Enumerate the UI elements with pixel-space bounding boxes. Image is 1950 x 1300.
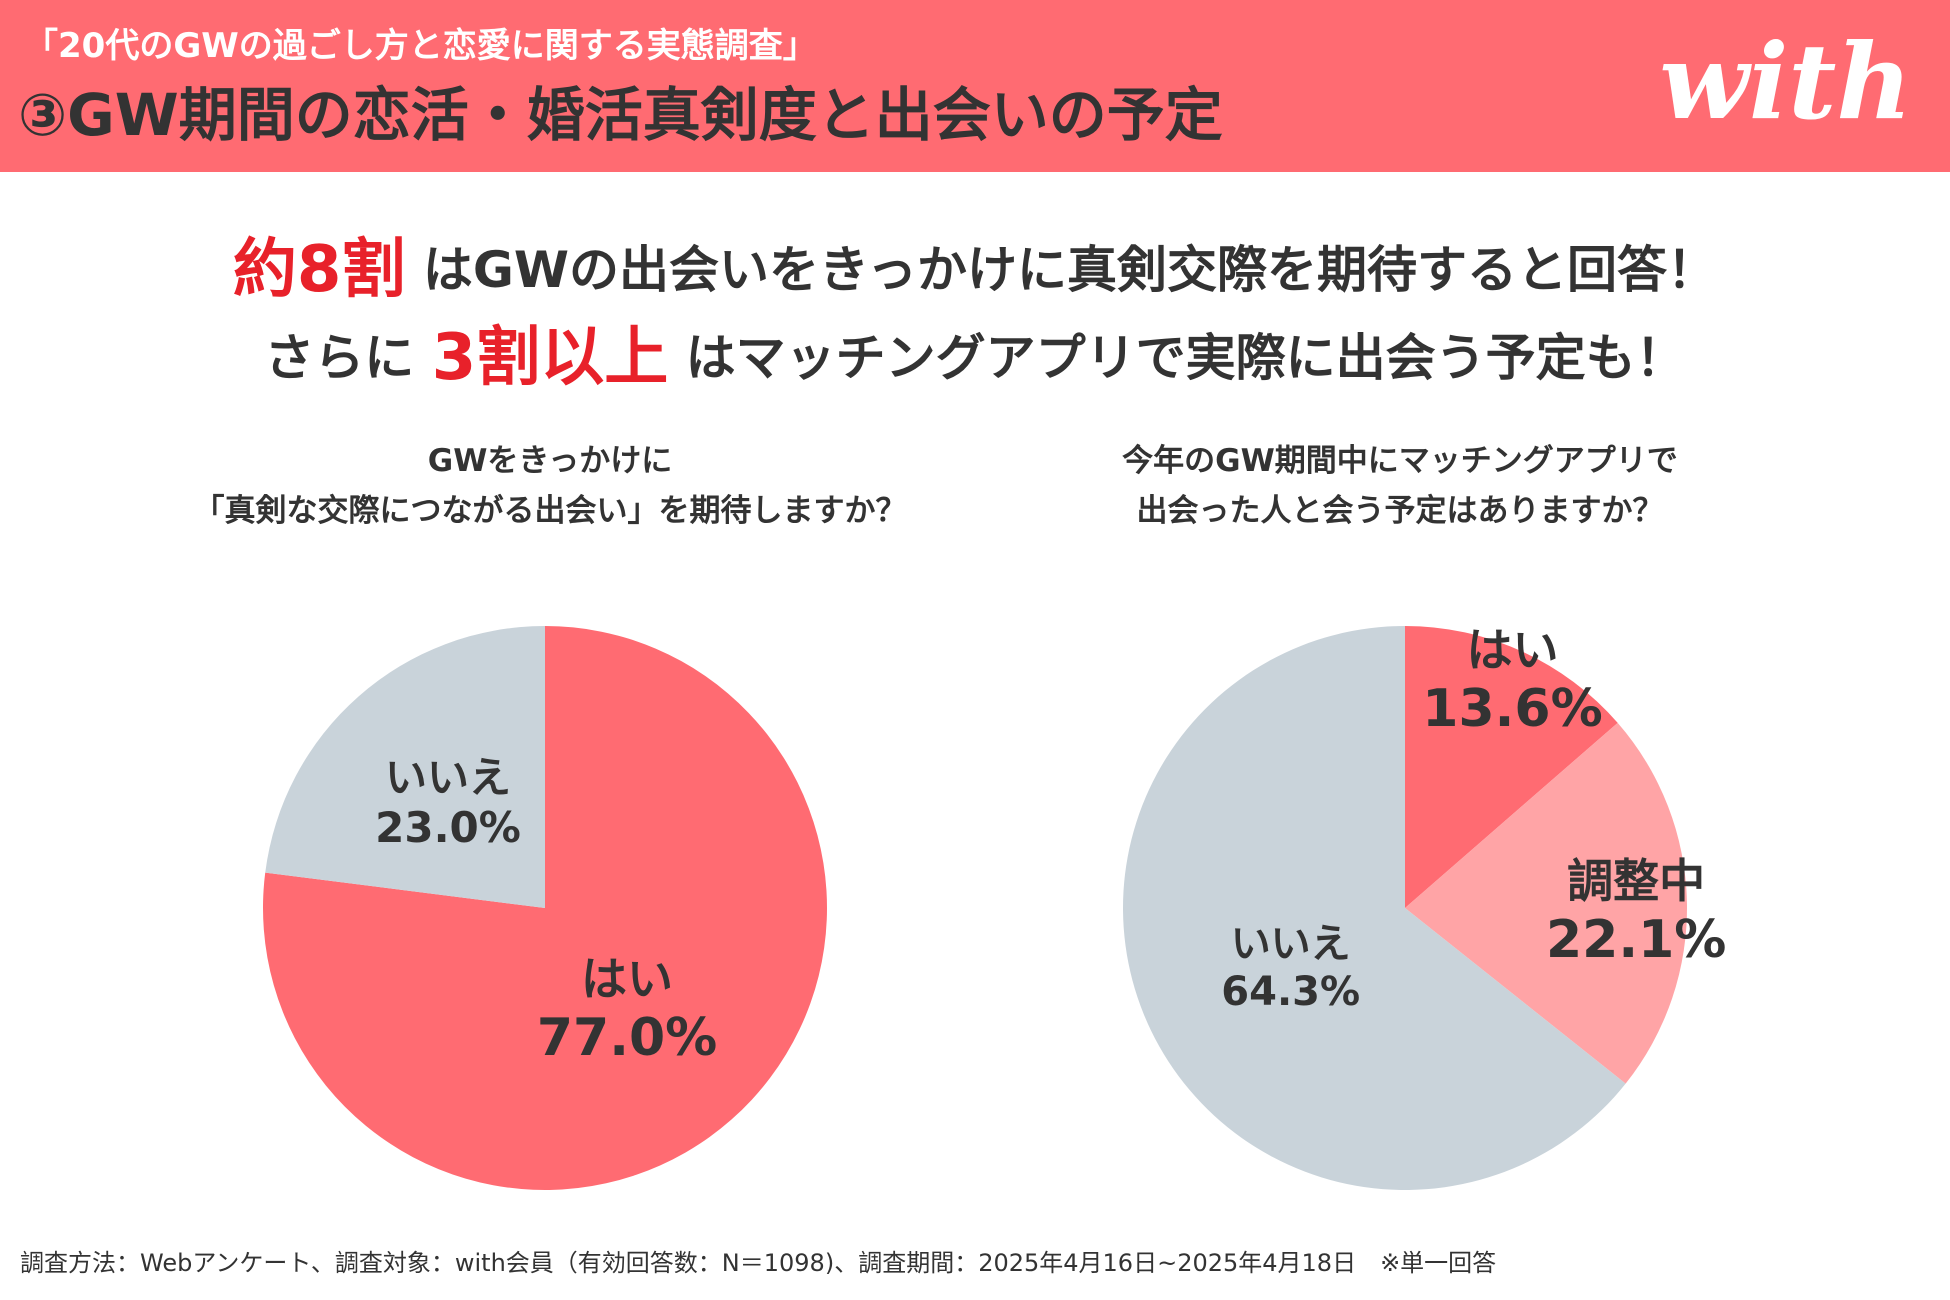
header-banner: 「20代のGWの過ごし方と恋愛に関する実態調査」 ③GW期間の恋活・婚活真剣度と… (0, 0, 1950, 172)
headline-line-1: 約8割 はGWの出会いをきっかけに真剣交際を期待すると回答！ (0, 218, 1950, 310)
survey-name: 「20代のGWの過ごし方と恋愛に関する実態調査」 (24, 26, 817, 66)
headline-line-2: さらに 3割以上 はマッチングアプリで実際に出会う予定も！ (0, 306, 1950, 398)
chart-1-question-line-2: 「真剣な交際につながる出会い」を期待しますか？ (193, 493, 907, 529)
chart-1-question: GWをきっかけに 「真剣な交際につながる出会い」を期待しますか？ (70, 436, 1030, 536)
chart-2-slice-2-value: 22.1% (1546, 910, 1726, 970)
chart-2-question-line-1: 今年のGW期間中にマッチングアプリで (1122, 443, 1678, 479)
chart-1-slice-2 (265, 626, 545, 908)
page-title: ③GW期間の恋活・婚活真剣度と出会いの予定 (18, 81, 1223, 149)
chart-2-slice-3-label: いいえ (1231, 921, 1351, 967)
chart-2-slice-3-value: 64.3% (1221, 969, 1360, 1015)
chart-2-slice-1-label: はい (1467, 623, 1559, 677)
chart-2-slice-2 (1405, 722, 1687, 1084)
chart-1-slice-1-value: 77.0% (537, 1008, 717, 1068)
chart-1-slice-1-label: はい (581, 952, 673, 1006)
survey-footnote: 調査方法：Webアンケート、調査対象：with会員（有効回答数：N＝1098)、… (20, 1249, 1497, 1277)
chart-2-question: 今年のGW期間中にマッチングアプリで 出会った人と会う予定はありますか？ (920, 436, 1880, 536)
chart-1-slice-2-value: 23.0% (375, 803, 521, 852)
headline-highlight-2: 3割以上 (431, 321, 669, 395)
with-logo: with (1659, 20, 1912, 143)
headline-highlight-1: 約8割 (232, 233, 406, 307)
headline-text-1: はGWの出会いをきっかけに真剣交際を期待すると回答！ (405, 241, 1718, 299)
chart-2-slice-1-value: 13.6% (1422, 679, 1602, 739)
headline-text-2: はマッチングアプリで実際に出会う予定も！ (668, 329, 1686, 387)
chart-2-question-line-2: 出会った人と会う予定はありますか？ (1136, 493, 1664, 529)
chart-1-slice-2-label: いいえ (385, 753, 511, 802)
chart-2-slice-1 (1405, 626, 1618, 908)
chart-1-question-line-1: GWをきっかけに (427, 443, 673, 479)
headline-prefix-2: さらに (264, 329, 432, 387)
chart-2-slice-3 (1122, 626, 1626, 1190)
chart-2-slice-2-label: 調整中 (1567, 854, 1705, 908)
